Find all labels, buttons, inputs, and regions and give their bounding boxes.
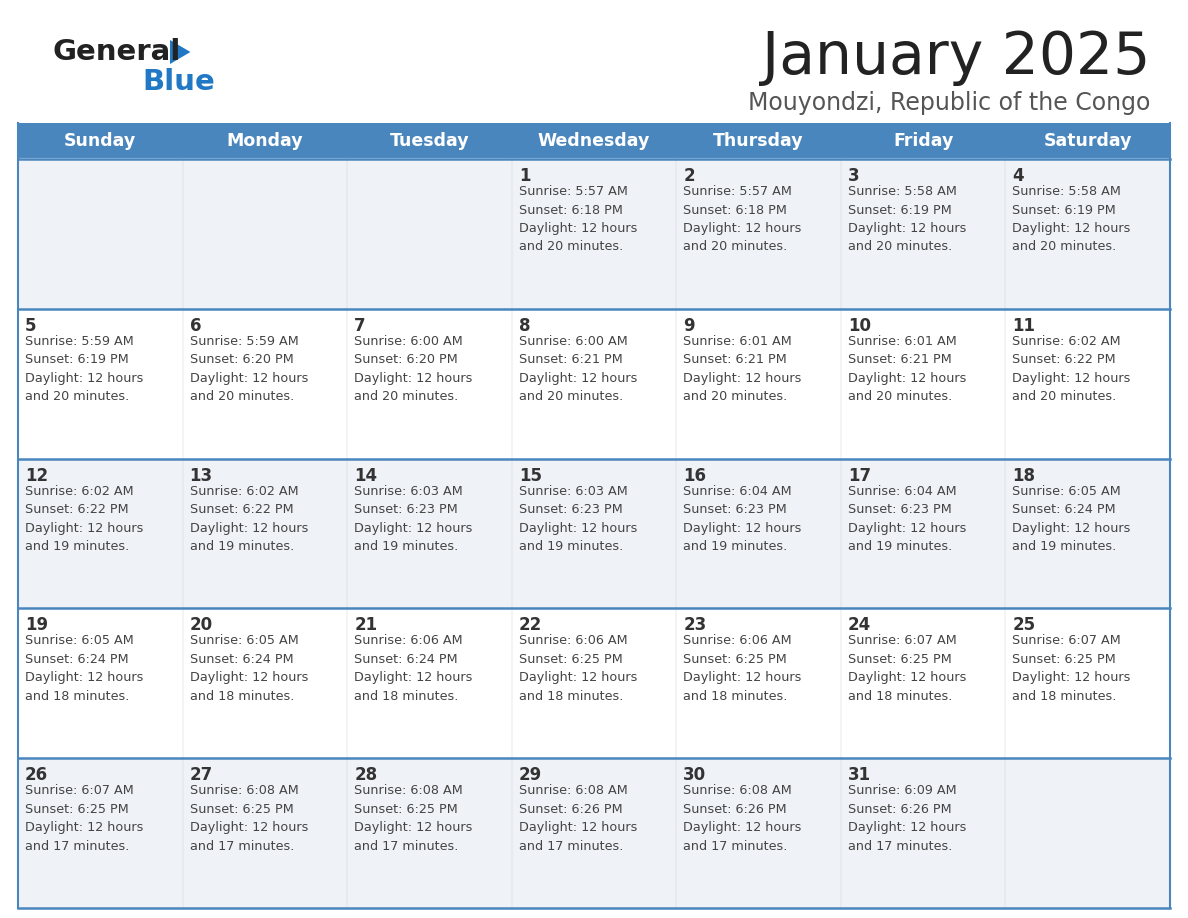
Text: Sunrise: 6:00 AM
Sunset: 6:21 PM
Daylight: 12 hours
and 20 minutes.: Sunrise: 6:00 AM Sunset: 6:21 PM Dayligh… — [519, 335, 637, 403]
Text: 14: 14 — [354, 466, 378, 485]
Text: Sunrise: 5:59 AM
Sunset: 6:20 PM
Daylight: 12 hours
and 20 minutes.: Sunrise: 5:59 AM Sunset: 6:20 PM Dayligh… — [190, 335, 308, 403]
Bar — [18, 123, 183, 159]
Bar — [841, 123, 1005, 159]
Text: 10: 10 — [848, 317, 871, 335]
Text: Sunrise: 6:02 AM
Sunset: 6:22 PM
Daylight: 12 hours
and 19 minutes.: Sunrise: 6:02 AM Sunset: 6:22 PM Dayligh… — [190, 485, 308, 554]
Text: 5: 5 — [25, 317, 37, 335]
Text: Sunrise: 6:01 AM
Sunset: 6:21 PM
Daylight: 12 hours
and 20 minutes.: Sunrise: 6:01 AM Sunset: 6:21 PM Dayligh… — [683, 335, 802, 403]
Text: General: General — [52, 38, 181, 66]
Text: Monday: Monday — [227, 132, 303, 150]
Text: Sunrise: 6:03 AM
Sunset: 6:23 PM
Daylight: 12 hours
and 19 minutes.: Sunrise: 6:03 AM Sunset: 6:23 PM Dayligh… — [519, 485, 637, 554]
Text: January 2025: January 2025 — [762, 29, 1150, 86]
Text: Sunday: Sunday — [64, 132, 137, 150]
Text: 28: 28 — [354, 767, 378, 784]
Bar — [18, 308, 1170, 459]
Text: Sunrise: 6:08 AM
Sunset: 6:26 PM
Daylight: 12 hours
and 17 minutes.: Sunrise: 6:08 AM Sunset: 6:26 PM Dayligh… — [683, 784, 802, 853]
Text: 9: 9 — [683, 317, 695, 335]
Text: 30: 30 — [683, 767, 707, 784]
Text: Sunrise: 5:59 AM
Sunset: 6:19 PM
Daylight: 12 hours
and 20 minutes.: Sunrise: 5:59 AM Sunset: 6:19 PM Dayligh… — [25, 335, 144, 403]
Text: 4: 4 — [1012, 167, 1024, 185]
Text: 6: 6 — [190, 317, 201, 335]
Text: 1: 1 — [519, 167, 530, 185]
Text: Blue: Blue — [143, 68, 215, 96]
Text: Sunrise: 6:08 AM
Sunset: 6:26 PM
Daylight: 12 hours
and 17 minutes.: Sunrise: 6:08 AM Sunset: 6:26 PM Dayligh… — [519, 784, 637, 853]
Text: 16: 16 — [683, 466, 707, 485]
Bar — [1005, 123, 1170, 159]
Text: Sunrise: 6:04 AM
Sunset: 6:23 PM
Daylight: 12 hours
and 19 minutes.: Sunrise: 6:04 AM Sunset: 6:23 PM Dayligh… — [848, 485, 966, 554]
Text: Sunrise: 6:05 AM
Sunset: 6:24 PM
Daylight: 12 hours
and 18 minutes.: Sunrise: 6:05 AM Sunset: 6:24 PM Dayligh… — [25, 634, 144, 703]
Text: Thursday: Thursday — [713, 132, 804, 150]
Text: Tuesday: Tuesday — [390, 132, 469, 150]
Text: Sunrise: 6:09 AM
Sunset: 6:26 PM
Daylight: 12 hours
and 17 minutes.: Sunrise: 6:09 AM Sunset: 6:26 PM Dayligh… — [848, 784, 966, 853]
Bar — [347, 123, 512, 159]
Text: Sunrise: 5:58 AM
Sunset: 6:19 PM
Daylight: 12 hours
and 20 minutes.: Sunrise: 5:58 AM Sunset: 6:19 PM Dayligh… — [848, 185, 966, 253]
Bar — [676, 123, 841, 159]
Bar — [18, 459, 1170, 609]
Text: Sunrise: 6:05 AM
Sunset: 6:24 PM
Daylight: 12 hours
and 18 minutes.: Sunrise: 6:05 AM Sunset: 6:24 PM Dayligh… — [190, 634, 308, 703]
Bar — [18, 758, 1170, 908]
Bar — [183, 123, 347, 159]
Polygon shape — [170, 40, 190, 64]
Text: 20: 20 — [190, 616, 213, 634]
Text: 7: 7 — [354, 317, 366, 335]
Text: 23: 23 — [683, 616, 707, 634]
Text: 27: 27 — [190, 767, 213, 784]
Text: 31: 31 — [848, 767, 871, 784]
Text: 26: 26 — [25, 767, 49, 784]
Text: Saturday: Saturday — [1043, 132, 1132, 150]
Text: Sunrise: 6:03 AM
Sunset: 6:23 PM
Daylight: 12 hours
and 19 minutes.: Sunrise: 6:03 AM Sunset: 6:23 PM Dayligh… — [354, 485, 473, 554]
Bar — [18, 159, 1170, 308]
Text: Sunrise: 6:07 AM
Sunset: 6:25 PM
Daylight: 12 hours
and 18 minutes.: Sunrise: 6:07 AM Sunset: 6:25 PM Dayligh… — [848, 634, 966, 703]
Text: Sunrise: 6:02 AM
Sunset: 6:22 PM
Daylight: 12 hours
and 19 minutes.: Sunrise: 6:02 AM Sunset: 6:22 PM Dayligh… — [25, 485, 144, 554]
Text: Sunrise: 6:04 AM
Sunset: 6:23 PM
Daylight: 12 hours
and 19 minutes.: Sunrise: 6:04 AM Sunset: 6:23 PM Dayligh… — [683, 485, 802, 554]
Text: Sunrise: 6:02 AM
Sunset: 6:22 PM
Daylight: 12 hours
and 20 minutes.: Sunrise: 6:02 AM Sunset: 6:22 PM Dayligh… — [1012, 335, 1131, 403]
Text: Sunrise: 6:01 AM
Sunset: 6:21 PM
Daylight: 12 hours
and 20 minutes.: Sunrise: 6:01 AM Sunset: 6:21 PM Dayligh… — [848, 335, 966, 403]
Text: 24: 24 — [848, 616, 871, 634]
Text: Sunrise: 6:08 AM
Sunset: 6:25 PM
Daylight: 12 hours
and 17 minutes.: Sunrise: 6:08 AM Sunset: 6:25 PM Dayligh… — [354, 784, 473, 853]
Bar — [512, 123, 676, 159]
Text: Sunrise: 5:57 AM
Sunset: 6:18 PM
Daylight: 12 hours
and 20 minutes.: Sunrise: 5:57 AM Sunset: 6:18 PM Dayligh… — [519, 185, 637, 253]
Text: Sunrise: 6:06 AM
Sunset: 6:25 PM
Daylight: 12 hours
and 18 minutes.: Sunrise: 6:06 AM Sunset: 6:25 PM Dayligh… — [519, 634, 637, 703]
Text: 22: 22 — [519, 616, 542, 634]
Text: 11: 11 — [1012, 317, 1036, 335]
Text: Sunrise: 6:08 AM
Sunset: 6:25 PM
Daylight: 12 hours
and 17 minutes.: Sunrise: 6:08 AM Sunset: 6:25 PM Dayligh… — [190, 784, 308, 853]
Bar — [18, 609, 1170, 758]
Text: 12: 12 — [25, 466, 49, 485]
Text: Sunrise: 5:58 AM
Sunset: 6:19 PM
Daylight: 12 hours
and 20 minutes.: Sunrise: 5:58 AM Sunset: 6:19 PM Dayligh… — [1012, 185, 1131, 253]
Text: Sunrise: 6:06 AM
Sunset: 6:24 PM
Daylight: 12 hours
and 18 minutes.: Sunrise: 6:06 AM Sunset: 6:24 PM Dayligh… — [354, 634, 473, 703]
Text: Sunrise: 6:07 AM
Sunset: 6:25 PM
Daylight: 12 hours
and 17 minutes.: Sunrise: 6:07 AM Sunset: 6:25 PM Dayligh… — [25, 784, 144, 853]
Text: 3: 3 — [848, 167, 859, 185]
Text: 19: 19 — [25, 616, 49, 634]
Text: 18: 18 — [1012, 466, 1036, 485]
Text: Sunrise: 6:07 AM
Sunset: 6:25 PM
Daylight: 12 hours
and 18 minutes.: Sunrise: 6:07 AM Sunset: 6:25 PM Dayligh… — [1012, 634, 1131, 703]
Text: Sunrise: 6:05 AM
Sunset: 6:24 PM
Daylight: 12 hours
and 19 minutes.: Sunrise: 6:05 AM Sunset: 6:24 PM Dayligh… — [1012, 485, 1131, 554]
Text: 15: 15 — [519, 466, 542, 485]
Text: Sunrise: 5:57 AM
Sunset: 6:18 PM
Daylight: 12 hours
and 20 minutes.: Sunrise: 5:57 AM Sunset: 6:18 PM Dayligh… — [683, 185, 802, 253]
Text: 13: 13 — [190, 466, 213, 485]
Text: 17: 17 — [848, 466, 871, 485]
Text: Wednesday: Wednesday — [538, 132, 650, 150]
Text: Friday: Friday — [893, 132, 953, 150]
Text: 2: 2 — [683, 167, 695, 185]
Text: Sunrise: 6:00 AM
Sunset: 6:20 PM
Daylight: 12 hours
and 20 minutes.: Sunrise: 6:00 AM Sunset: 6:20 PM Dayligh… — [354, 335, 473, 403]
Text: 8: 8 — [519, 317, 530, 335]
Text: 29: 29 — [519, 767, 542, 784]
Text: 21: 21 — [354, 616, 378, 634]
Text: Sunrise: 6:06 AM
Sunset: 6:25 PM
Daylight: 12 hours
and 18 minutes.: Sunrise: 6:06 AM Sunset: 6:25 PM Dayligh… — [683, 634, 802, 703]
Text: 25: 25 — [1012, 616, 1036, 634]
Text: Mouyondzi, Republic of the Congo: Mouyondzi, Republic of the Congo — [747, 91, 1150, 115]
